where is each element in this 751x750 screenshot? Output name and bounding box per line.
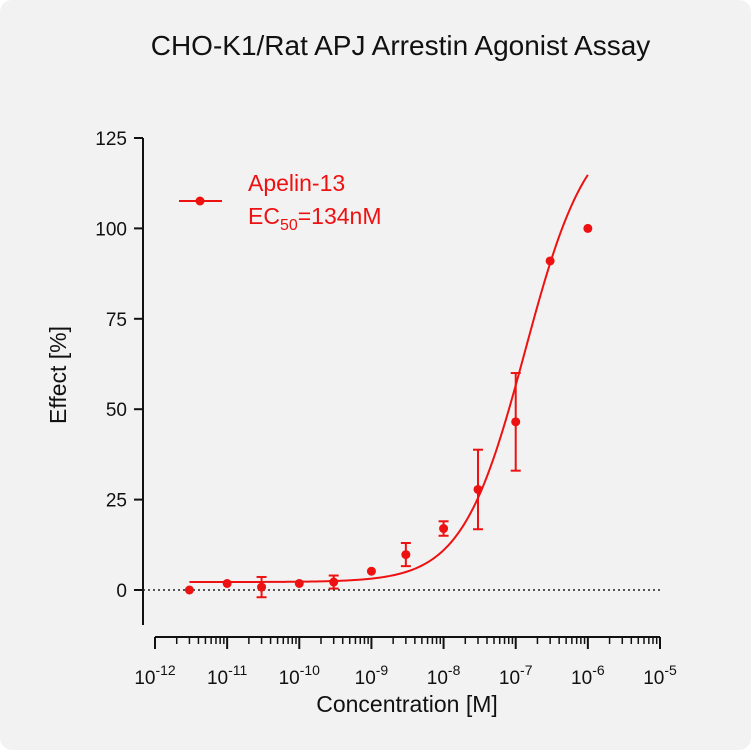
x-tick-label: 10-7 xyxy=(499,662,533,689)
data-point xyxy=(184,585,194,595)
data-point xyxy=(473,484,483,494)
data-point xyxy=(257,582,267,592)
data-point xyxy=(439,524,449,534)
x-tick-label: 10-11 xyxy=(207,662,248,689)
data-point xyxy=(401,550,411,560)
y-tick-label: 75 xyxy=(106,310,127,331)
data-point xyxy=(511,417,521,427)
y-axis-label: Effect [%] xyxy=(45,326,71,424)
y-tick-label: 100 xyxy=(95,219,127,240)
x-tick-label: 10-12 xyxy=(134,662,176,689)
x-tick-label: 10-6 xyxy=(571,662,605,689)
chart-title: CHO-K1/Rat APJ Arrestin Agonist Assay xyxy=(150,30,651,61)
data-point xyxy=(583,223,593,233)
x-tick-label: 10-8 xyxy=(427,662,461,689)
data-point xyxy=(222,578,232,588)
legend-ec50: EC50=134nM xyxy=(248,203,382,234)
data-point xyxy=(366,566,376,576)
y-tick-label: 25 xyxy=(106,491,127,512)
axes: 0 25 50 75 100 125 10-12 10-11 10-10 10-9 10-8 10-7… xyxy=(45,129,677,717)
y-tick-label: 50 xyxy=(106,400,127,421)
fit-curve-group xyxy=(189,174,589,584)
legend: Apelin-13 EC50=134nM xyxy=(179,170,382,234)
y-tick-label: 0 xyxy=(116,581,127,602)
data-point xyxy=(294,578,304,588)
data-point xyxy=(329,577,339,587)
data-point xyxy=(545,256,555,266)
y-tick-label: 125 xyxy=(95,129,127,150)
data-points xyxy=(184,223,593,599)
x-axis-label: Concentration [M] xyxy=(316,691,498,717)
legend-series-name: Apelin-13 xyxy=(248,170,345,196)
x-tick-label: 10-5 xyxy=(643,662,677,689)
fit-curve xyxy=(189,174,589,584)
x-tick-label: 10-10 xyxy=(279,662,321,689)
x-tick-label: 10-9 xyxy=(355,662,389,689)
legend-marker xyxy=(195,196,205,206)
